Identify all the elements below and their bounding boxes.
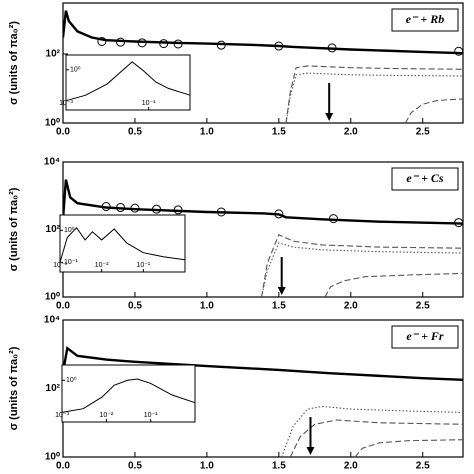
- data-point: [173, 39, 183, 49]
- data-point: [152, 204, 162, 214]
- panel: 10⁰ 10² 0.0 0.5 1.0 1.5 2.0 2.5 σ (units of πa₀²…: [8, 2, 464, 138]
- data-point: [216, 207, 226, 217]
- inset-frame: [61, 364, 196, 423]
- y-tick-label: 10⁴: [44, 157, 60, 168]
- data-point: [101, 202, 111, 212]
- x-tick-label: 1.5: [272, 301, 286, 312]
- arrow-head: [325, 113, 334, 121]
- main-curve: [63, 346, 463, 381]
- inset-frame: [65, 54, 191, 111]
- inset-curve: [61, 378, 196, 413]
- data-point: [137, 38, 147, 48]
- inset-x-tick-label: 10⁻³: [53, 262, 67, 269]
- data-point: [116, 202, 126, 212]
- y-axis-label: σ (units of πa₀²): [8, 21, 20, 105]
- y-tick-label: 10⁴: [44, 315, 60, 326]
- legend-label: e⁻ + Fr: [406, 329, 444, 343]
- x-tick-label: 0.0: [56, 127, 70, 138]
- x-tick-label: 2.5: [416, 301, 430, 312]
- x-tick-label: 0.0: [56, 461, 70, 472]
- x-tick-label: 1.0: [200, 127, 214, 138]
- inset-y-tick-label: 10⁰: [66, 376, 77, 384]
- x-tick-label: 1.5: [272, 127, 286, 138]
- arrow-head: [277, 287, 286, 295]
- data-point: [116, 37, 126, 47]
- x-tick-label: 1.5: [272, 461, 286, 472]
- arrow-head: [306, 447, 315, 455]
- inset-y-tick-label: 10⁻¹: [64, 259, 78, 266]
- inset-x-tick-label: 10⁻¹: [142, 100, 156, 107]
- channel-curve: [261, 242, 463, 297]
- y-axis-label: σ (units of πa₀²): [8, 187, 20, 271]
- x-tick-label: 0.5: [128, 461, 142, 472]
- legend-box: [391, 325, 459, 349]
- y-tick-label: 10⁰: [45, 292, 60, 303]
- data-point: [274, 41, 284, 51]
- panel: 10⁰ 10² 10⁴ 0.0 0.5 1.0 1.5 2.0 2.5 σ (units of π…: [8, 315, 464, 472]
- inset-x-tick-label: 10⁻³: [55, 412, 69, 419]
- x-tick-label: 1.0: [200, 301, 214, 312]
- channel-curve: [285, 72, 463, 123]
- channel-curve: [281, 405, 463, 457]
- y-tick-label: 10²: [46, 224, 61, 235]
- channel-curve: [404, 98, 463, 123]
- inset-curve: [65, 61, 191, 102]
- x-tick-label: 2.0: [344, 461, 358, 472]
- plot-frame: [62, 2, 464, 124]
- data-point: [97, 36, 107, 46]
- x-tick-label: 2.5: [416, 461, 430, 472]
- x-tick-label: 2.5: [416, 127, 430, 138]
- inset-y-tick-label: 10⁰: [70, 66, 81, 74]
- channel-curve: [354, 439, 463, 457]
- data-point: [216, 40, 226, 50]
- main-curve: [63, 10, 463, 55]
- inset-frame: [59, 214, 186, 273]
- data-point: [454, 46, 464, 56]
- channel-curve: [289, 419, 463, 457]
- data-point: [329, 214, 339, 224]
- legend-label: e⁻ + Rb: [406, 12, 445, 26]
- channel-curve: [261, 233, 463, 297]
- main-curve: [63, 179, 463, 225]
- y-tick-label: 10²: [46, 49, 61, 60]
- x-tick-label: 0.5: [128, 301, 142, 312]
- x-tick-label: 0.0: [56, 301, 70, 312]
- inset-x-tick-label: 10⁻³: [59, 100, 73, 107]
- y-tick-label: 10⁰: [45, 118, 60, 129]
- channel-curve: [285, 65, 463, 123]
- y-tick-label: 10⁰: [45, 452, 60, 463]
- inset-y-tick-label: 10⁰: [64, 226, 75, 234]
- inset-x-tick-label: 10⁻¹: [136, 262, 150, 269]
- data-point: [327, 43, 337, 53]
- inset-curve: [59, 227, 186, 263]
- x-tick-label: 1.0: [200, 461, 214, 472]
- x-tick-label: 2.0: [344, 301, 358, 312]
- legend-box: [391, 167, 459, 191]
- x-tick-label: 0.5: [128, 127, 142, 138]
- inset-x-tick-label: 10⁻¹: [144, 412, 158, 419]
- inset-x-tick-label: 10⁻²: [99, 412, 113, 419]
- legend-box: [391, 8, 459, 32]
- y-tick-label: 10²: [46, 383, 61, 394]
- data-point: [274, 209, 284, 219]
- x-tick-label: 2.0: [344, 127, 358, 138]
- data-point: [159, 39, 169, 49]
- channel-curve: [324, 272, 463, 297]
- data-point: [173, 205, 183, 215]
- y-axis-label: σ (units of πa₀²): [8, 346, 20, 430]
- data-point: [454, 218, 464, 228]
- data-point: [130, 203, 140, 213]
- inset-x-tick-label: 10⁻²: [95, 262, 109, 269]
- legend-label: e⁻ + Cs: [406, 171, 444, 185]
